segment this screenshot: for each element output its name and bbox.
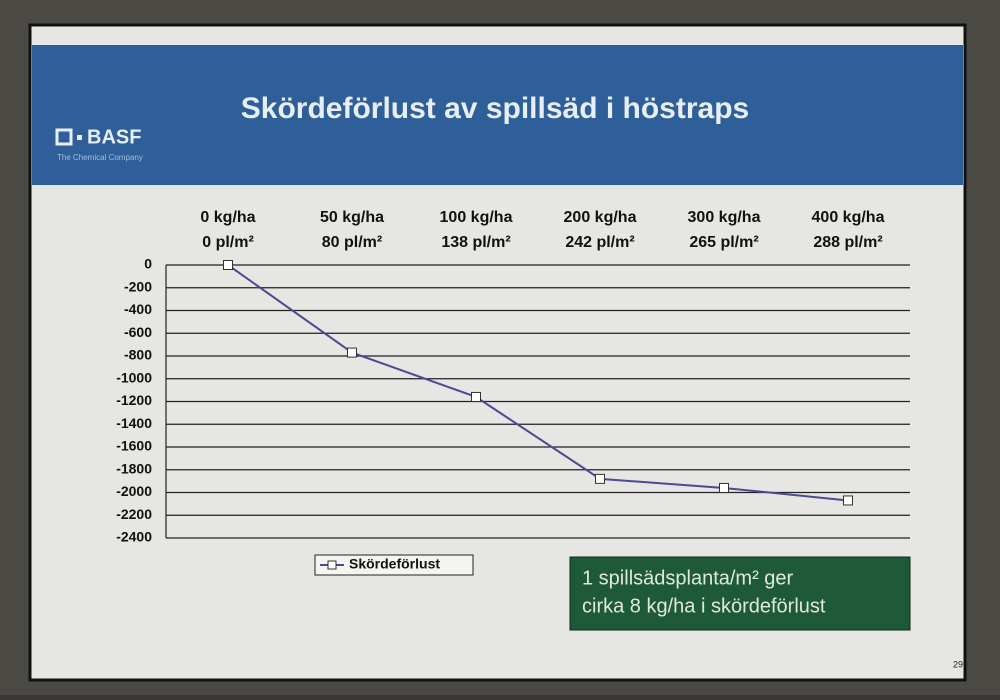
y-tick-label: -2400 <box>116 529 152 545</box>
logo-tagline: The Chemical Company <box>57 153 143 162</box>
x-category-label: 0 kg/ha <box>200 209 255 226</box>
y-tick-label: 0 <box>144 256 152 272</box>
y-tick-label: -800 <box>124 347 152 363</box>
x-category-sublabel: 288 pl/m² <box>813 234 882 251</box>
point-marker <box>347 347 357 358</box>
legend-box <box>314 554 474 576</box>
y-tick-label: -200 <box>124 278 152 294</box>
x-category-label: 100 kg/ha <box>440 209 513 226</box>
legend-label: Skördeförlust <box>349 556 440 572</box>
logo: BASF <box>87 126 141 148</box>
note-box <box>569 556 911 631</box>
y-tick-label: -2000 <box>116 483 152 499</box>
y-tick-label: -1400 <box>116 415 152 431</box>
x-category-sublabel: 265 pl/m² <box>689 234 758 251</box>
header-band <box>32 45 963 185</box>
point-marker <box>471 391 481 402</box>
logo-mark <box>55 128 73 146</box>
point-marker <box>223 260 233 270</box>
y-tick-label: -1200 <box>116 392 152 408</box>
x-category-label: 50 kg/ha <box>320 209 384 226</box>
slide-title: Skördeförlust av spillsäd i höstraps <box>241 92 749 125</box>
point-marker <box>843 495 853 506</box>
x-category-sublabel: 242 pl/m² <box>565 234 634 251</box>
x-category-label: 200 kg/ha <box>564 209 637 226</box>
logo-dot <box>77 135 82 140</box>
legend-marker <box>327 560 337 570</box>
note-line: 1 spillsädsplanta/m² ger <box>582 567 794 589</box>
y-tick-label: -1000 <box>116 369 152 385</box>
y-tick-label: -2200 <box>116 506 152 522</box>
x-category-sublabel: 0 pl/m² <box>202 234 254 251</box>
x-category-sublabel: 138 pl/m² <box>441 234 510 251</box>
point-marker <box>719 482 729 493</box>
y-tick-label: -1800 <box>116 460 152 476</box>
series-line <box>227 264 849 502</box>
page-number: 29 <box>953 659 963 669</box>
x-category-label: 400 kg/ha <box>812 209 885 226</box>
note-line: cirka 8 kg/ha i skördeförlust <box>582 595 826 617</box>
x-category-label: 300 kg/ha <box>688 209 761 226</box>
y-tick-label: -1600 <box>116 438 152 454</box>
point-marker <box>595 473 605 484</box>
y-tick-label: -600 <box>124 324 152 340</box>
x-category-sublabel: 80 pl/m² <box>322 234 382 251</box>
y-tick-label: -400 <box>124 301 152 317</box>
